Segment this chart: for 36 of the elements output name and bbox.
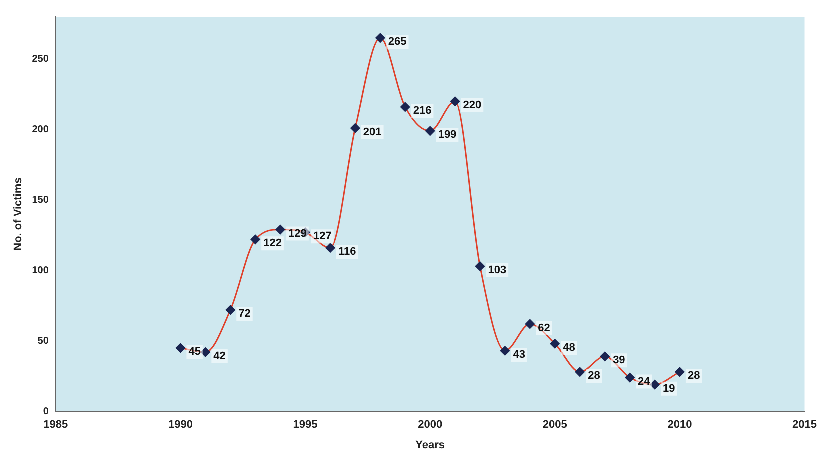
- y-tick-label: 250: [32, 54, 50, 66]
- data-label: 42: [214, 350, 226, 362]
- y-tick-label: 200: [32, 124, 50, 136]
- x-tick-label: 1990: [168, 419, 193, 432]
- data-label: 129: [288, 228, 307, 240]
- data-label: 28: [688, 370, 700, 382]
- data-label: 24: [638, 376, 652, 388]
- y-tick-label: 0: [43, 406, 50, 418]
- data-label: 19: [662, 382, 676, 395]
- data-label: 122: [264, 238, 282, 250]
- x-tick-label: 2015: [792, 419, 818, 432]
- data-label: 28: [588, 370, 600, 382]
- data-label: 201: [363, 126, 382, 138]
- data-label: 43: [513, 349, 526, 362]
- data-label: 45: [188, 346, 201, 358]
- x-tick-label: 2005: [542, 419, 568, 432]
- data-label: 62: [538, 322, 550, 334]
- x-axis-title: Years: [416, 439, 446, 452]
- data-label: 265: [388, 36, 407, 48]
- data-label: 39: [613, 354, 626, 367]
- data-label: 103: [488, 264, 507, 276]
- y-tick-label: 50: [38, 336, 50, 347]
- y-tick-label: 100: [32, 265, 50, 276]
- data-label: 127: [314, 230, 332, 243]
- x-tick-label: 2000: [418, 419, 443, 432]
- data-label: 116: [338, 246, 356, 258]
- y-tick-label: 150: [32, 194, 50, 206]
- x-tick-label: 1995: [293, 419, 318, 432]
- data-label: 72: [238, 308, 251, 320]
- data-label: 216: [413, 105, 432, 118]
- y-axis-title: No. of Victims: [12, 178, 25, 251]
- data-label: 220: [463, 100, 482, 112]
- data-label: 48: [563, 342, 576, 354]
- x-tick-label: 1985: [44, 419, 68, 432]
- data-label: 199: [438, 129, 457, 142]
- x-tick-label: 2010: [668, 419, 692, 432]
